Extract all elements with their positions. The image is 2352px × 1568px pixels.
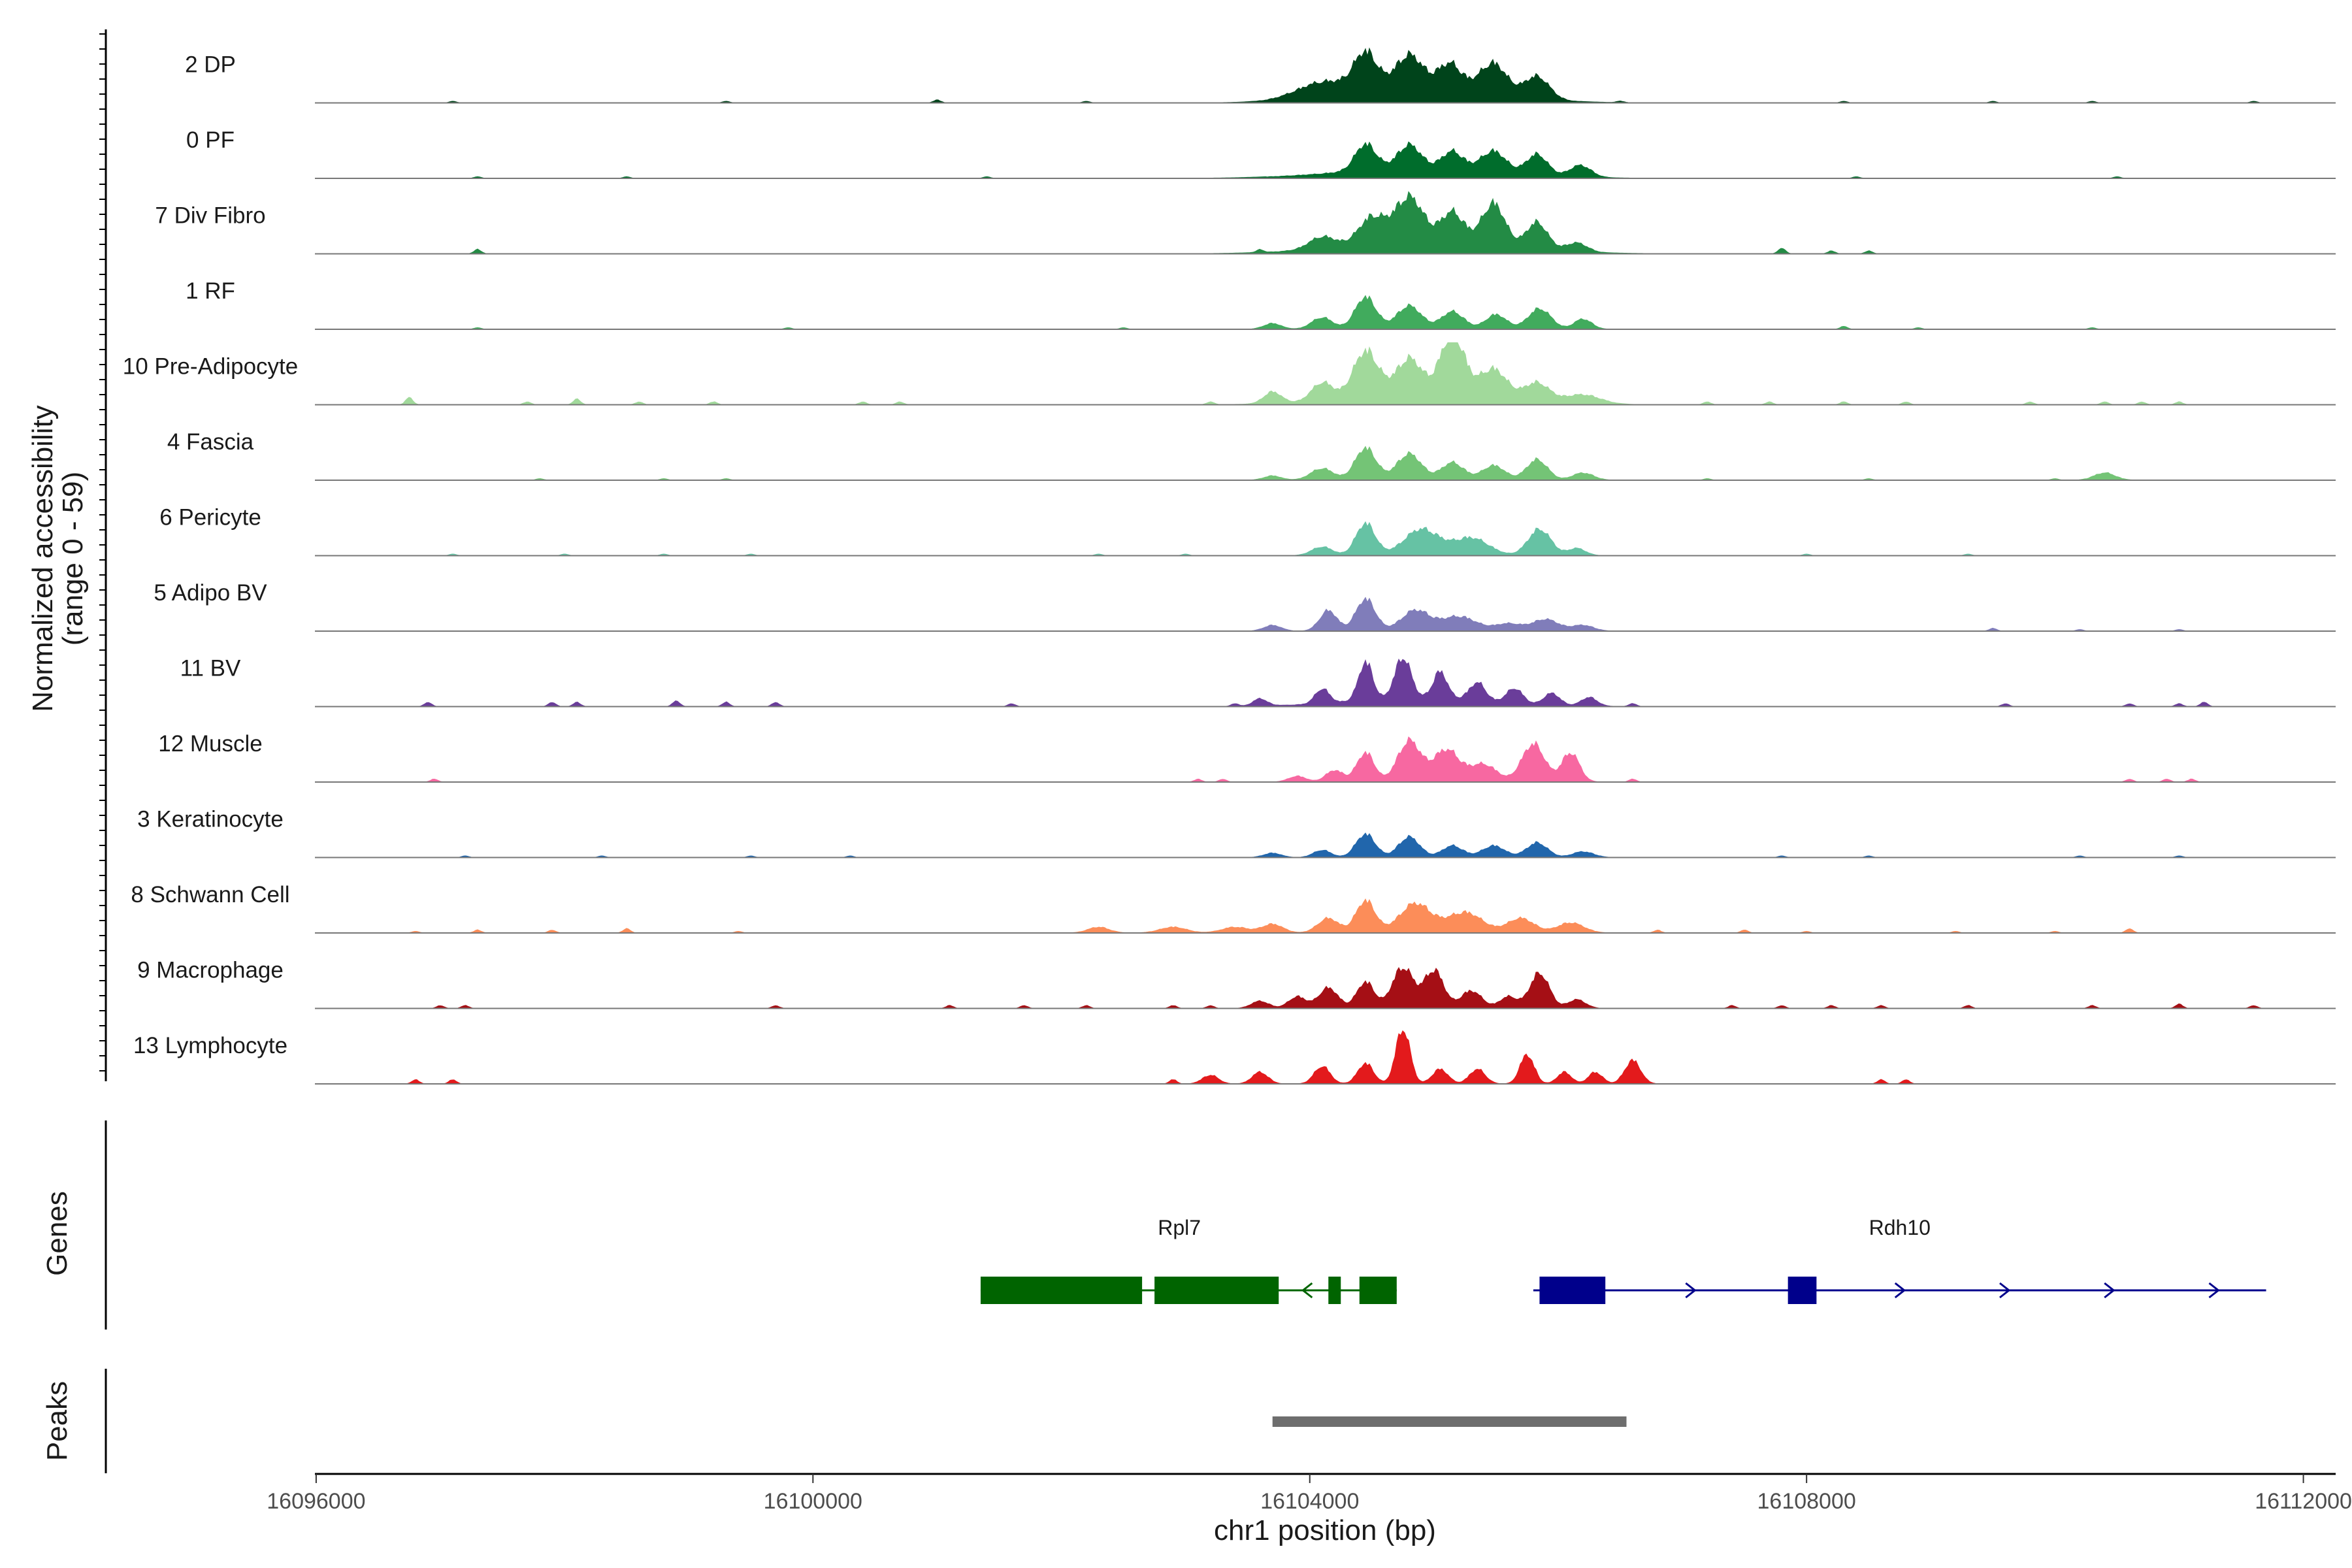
- track-7: 5 Adipo BV: [154, 580, 2336, 632]
- track-label: 8 Schwann Cell: [131, 882, 289, 907]
- coverage-area: [315, 521, 2336, 556]
- y-axis-title-line1: Normalized accessibility: [27, 405, 59, 711]
- track-13: 13 Lymphocyte: [133, 1030, 2336, 1085]
- exon: [1539, 1277, 1606, 1304]
- strand-arrow: [1685, 1282, 1697, 1299]
- track-label: 12 Muscle: [158, 731, 263, 757]
- track-4: 10 Pre-Adipocyte: [123, 342, 2336, 406]
- coverage-area: [315, 967, 2336, 1009]
- x-tick-label: 16112000: [2255, 1489, 2352, 1514]
- coverage-area: [315, 342, 2336, 405]
- track-label: 2 DP: [185, 52, 236, 78]
- coverage-area: [315, 898, 2336, 934]
- track-6: 6 Pericyte: [159, 505, 2336, 557]
- track-label: 0 PF: [186, 127, 235, 153]
- track-9: 12 Muscle: [158, 731, 2336, 783]
- strand-arrow: [2104, 1282, 2115, 1299]
- gene-rdh10: Rdh10: [1533, 1216, 2266, 1304]
- strand-arrow: [1894, 1282, 1906, 1299]
- track-label: 7 Div Fibro: [155, 203, 265, 229]
- track-0: 2 DP: [185, 47, 2336, 104]
- coverage-area: [315, 47, 2336, 103]
- x-tick-label: 16100000: [764, 1489, 862, 1514]
- x-axis-ticks: 16096000 16100000 16104000 16108000 16112000: [267, 1474, 2352, 1514]
- track-2: 7 Div Fibro: [155, 191, 2336, 255]
- coverage-area: [315, 736, 2336, 783]
- track-label: 9 Macrophage: [137, 958, 284, 983]
- track-11: 8 Schwann Cell: [131, 882, 2336, 934]
- x-tick-label: 16096000: [267, 1489, 365, 1514]
- genes-panel-label: Genes: [41, 1191, 73, 1276]
- peak-bar: [1272, 1416, 1627, 1427]
- exon: [1328, 1277, 1341, 1304]
- coverage-tracks: 2 DP 0 PF 7 Div Fibro 1 RF 10 Pre-Adipocyte 4…: [123, 47, 2336, 1085]
- track-8: 11 BV: [180, 656, 2336, 708]
- track-label: 3 Keratinocyte: [137, 807, 284, 832]
- coverage-area: [315, 191, 2336, 254]
- gene-annotation-track: Rpl7 Rdh10: [980, 1216, 2266, 1304]
- track-label: 10 Pre-Adipocyte: [123, 354, 298, 380]
- track-label: 6 Pericyte: [159, 505, 261, 531]
- coverage-y-ticks: [99, 33, 106, 1071]
- exon: [1154, 1277, 1279, 1304]
- gene-label: Rpl7: [1158, 1216, 1201, 1239]
- coverage-area: [315, 295, 2336, 330]
- gene-rpl7: Rpl7: [980, 1216, 1397, 1304]
- gene-label: Rdh10: [1869, 1216, 1931, 1239]
- coverage-area: [315, 596, 2336, 632]
- x-tick-label: 16108000: [1757, 1489, 1856, 1514]
- track-label: 4 Fascia: [167, 429, 254, 455]
- peaks-panel-label: Peaks: [41, 1381, 73, 1461]
- track-12: 9 Macrophage: [137, 958, 2336, 1009]
- x-axis-title: chr1 position (bp): [1214, 1514, 1436, 1546]
- exon: [1359, 1277, 1397, 1304]
- track-label: 11 BV: [180, 656, 241, 681]
- exon: [1788, 1277, 1817, 1304]
- strand-arrow: [1999, 1282, 2011, 1299]
- track-label: 13 Lymphocyte: [133, 1033, 287, 1058]
- coverage-area: [315, 141, 2336, 179]
- track-1: 0 PF: [186, 127, 2336, 179]
- strand-arrow: [1301, 1282, 1313, 1299]
- y-axis-title-line2: (range 0 - 59): [57, 472, 89, 646]
- track-10: 3 Keratinocyte: [137, 807, 2336, 858]
- track-5: 4 Fascia: [167, 429, 2336, 481]
- strand-arrow: [2208, 1282, 2220, 1299]
- exon: [980, 1277, 1143, 1304]
- track-label: 1 RF: [186, 278, 235, 304]
- track-label: 5 Adipo BV: [154, 580, 267, 606]
- track-3: 1 RF: [186, 278, 2336, 330]
- coverage-area: [315, 1030, 2336, 1085]
- coverage-area: [315, 832, 2336, 858]
- peak-track: [1272, 1416, 1627, 1427]
- coverage-area: [315, 446, 2336, 481]
- coverage-area: [315, 658, 2336, 707]
- x-tick-label: 16104000: [1260, 1489, 1359, 1514]
